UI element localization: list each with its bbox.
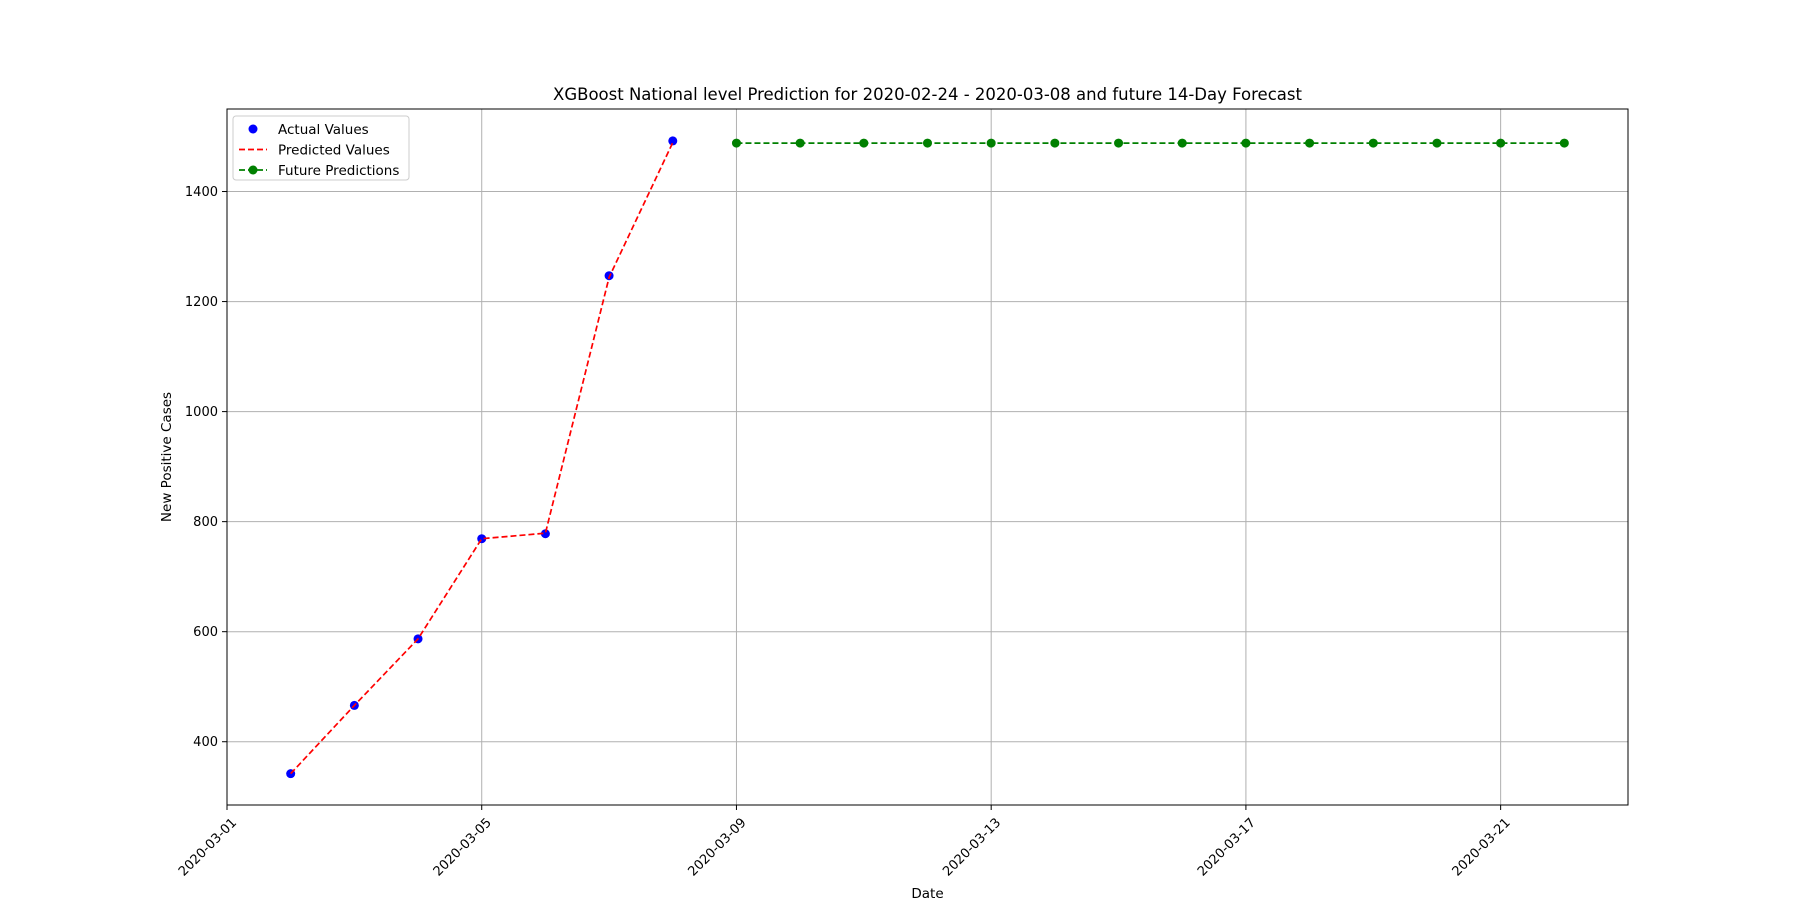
future-predictions-point <box>1368 138 1378 148</box>
legend-item-predicted-values: Predicted Values <box>239 143 390 159</box>
legend-item-actual-values: Actual Values <box>248 122 369 138</box>
future-predictions-point <box>1050 138 1060 148</box>
legend: Actual Values Predicted Values Future Pred… <box>232 115 410 181</box>
future-predictions-point <box>1496 138 1506 148</box>
actual-values-point <box>668 136 678 146</box>
future-predictions-point <box>795 138 805 148</box>
x-axis-label: Date <box>911 886 943 900</box>
legend-label: Future Predictions <box>278 163 399 179</box>
y-tick-label: 400 <box>193 735 218 750</box>
future-predictions-point <box>731 138 741 148</box>
y-tick-label: 600 <box>193 625 218 640</box>
plot-series <box>286 136 1569 779</box>
legend-marker <box>248 165 258 175</box>
series-predicted-values <box>290 142 674 775</box>
y-tick-label: 1400 <box>185 185 218 200</box>
future-predictions-point <box>986 138 996 148</box>
series-future-predictions <box>731 138 1569 148</box>
predicted-values-line <box>290 142 674 775</box>
future-predictions-point <box>1559 138 1569 148</box>
future-predictions-point <box>1305 138 1315 148</box>
y-tick-label: 1000 <box>185 405 218 420</box>
legend-marker <box>248 124 258 134</box>
y-axis: 400 600 800 1000 1200 1400 <box>185 185 227 750</box>
actual-values-point <box>540 529 550 539</box>
future-predictions-point <box>1432 138 1442 148</box>
future-predictions-point <box>923 138 932 148</box>
legend-label: Actual Values <box>278 122 369 138</box>
legend-box <box>232 115 410 181</box>
legend-label: Predicted Values <box>278 143 390 159</box>
chart-title: XGBoost National level Prediction for 20… <box>553 85 1302 104</box>
series-actual-values <box>286 136 678 779</box>
legend-item-future-predictions: Future Predictions <box>239 163 399 179</box>
grid <box>226 109 1628 805</box>
future-predictions-point <box>1177 138 1187 148</box>
plot-frame <box>226 108 1629 806</box>
y-tick-label: 1200 <box>185 295 218 310</box>
y-tick-label: 800 <box>193 515 218 530</box>
future-predictions-point <box>1114 138 1124 148</box>
future-predictions-point <box>859 138 869 148</box>
future-predictions-point <box>1241 138 1251 148</box>
y-axis-label: New Positive Cases <box>159 392 175 522</box>
